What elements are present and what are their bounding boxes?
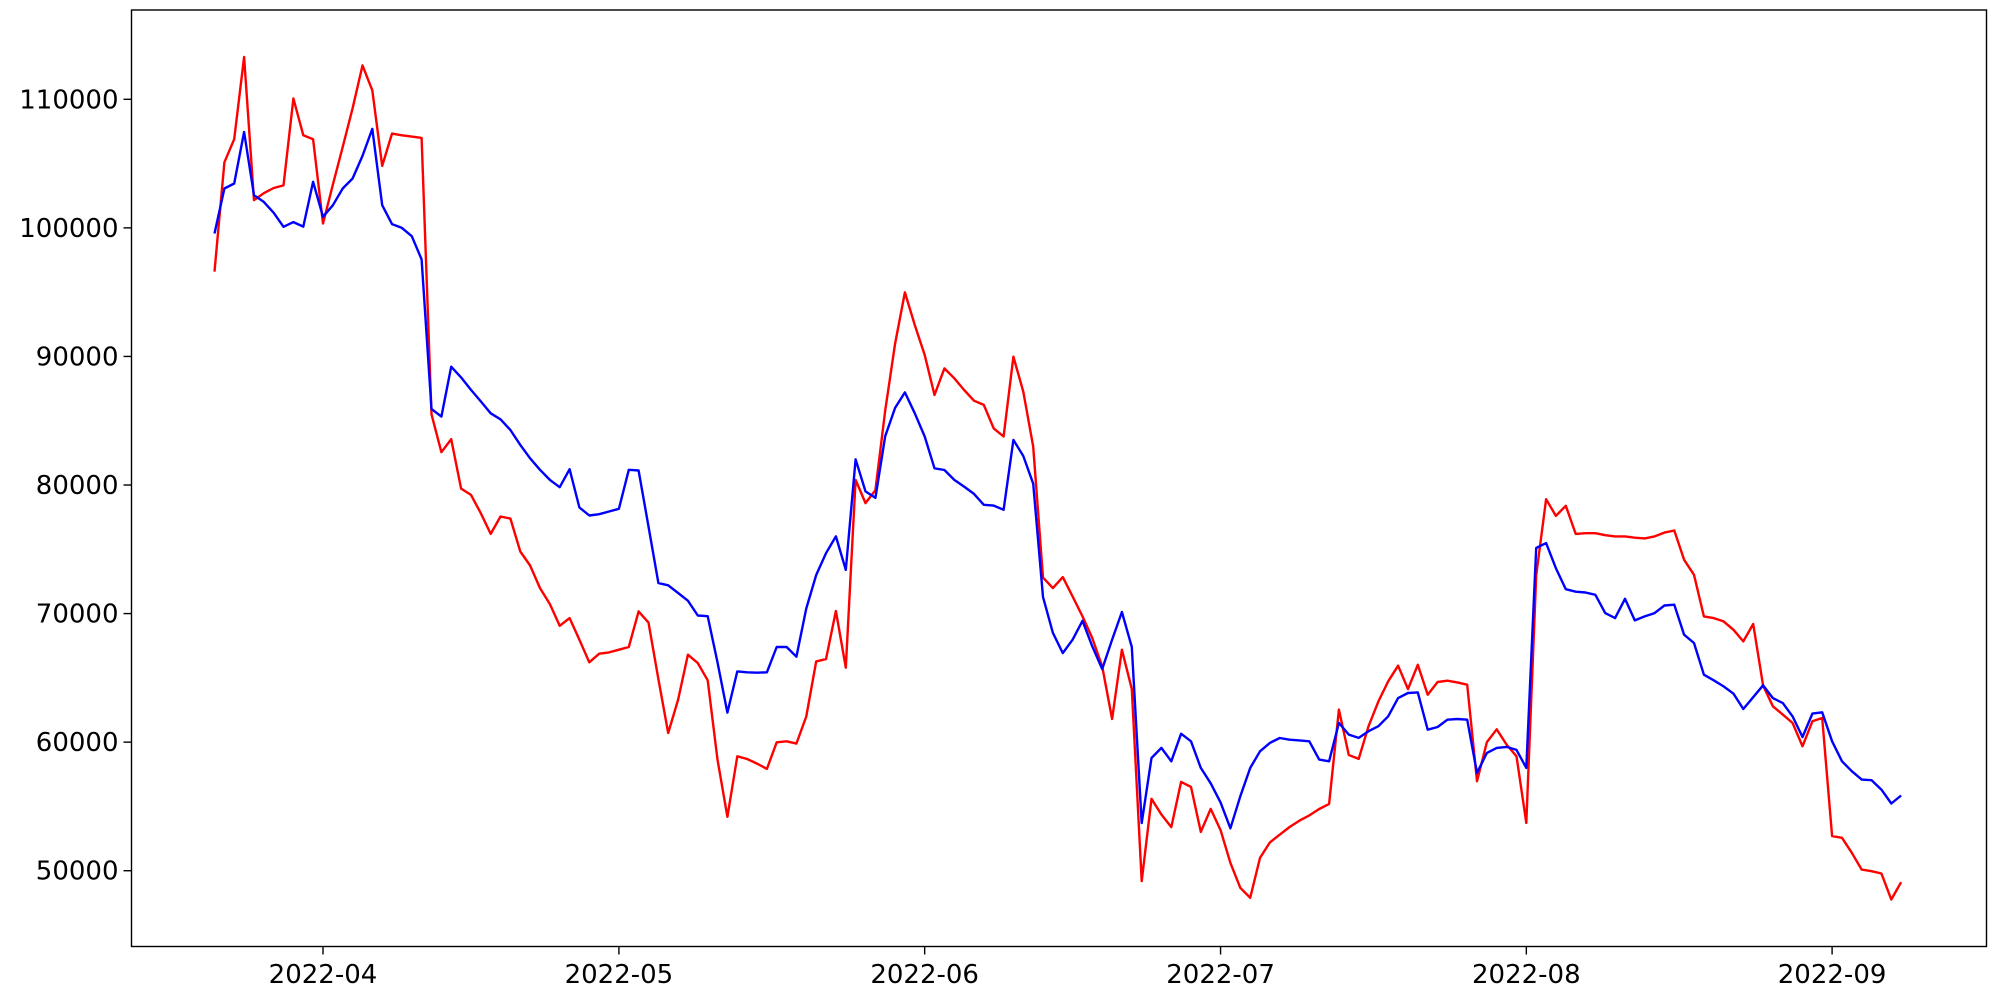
y-tick-label: 90000 [36, 342, 119, 372]
red-series-line [213, 55, 1903, 901]
x-tick-label: 2022-07 [1166, 960, 1275, 990]
blue-series-line [213, 127, 1902, 830]
y-tick-label: 50000 [36, 857, 119, 887]
x-tick-label: 2022-06 [870, 960, 979, 990]
x-tick-label: 2022-09 [1778, 960, 1887, 990]
y-tick-label: 110000 [19, 85, 118, 115]
x-tick-label: 2022-08 [1472, 960, 1581, 990]
x-tick-label: 2022-05 [565, 960, 674, 990]
plot-frame [130, 9, 1988, 948]
y-tick-label: 100000 [19, 214, 118, 244]
y-tick-label: 80000 [36, 471, 119, 501]
y-tick-label: 70000 [36, 600, 119, 630]
y-tick-label: 60000 [36, 728, 119, 758]
x-tick-label: 2022-04 [269, 960, 378, 990]
